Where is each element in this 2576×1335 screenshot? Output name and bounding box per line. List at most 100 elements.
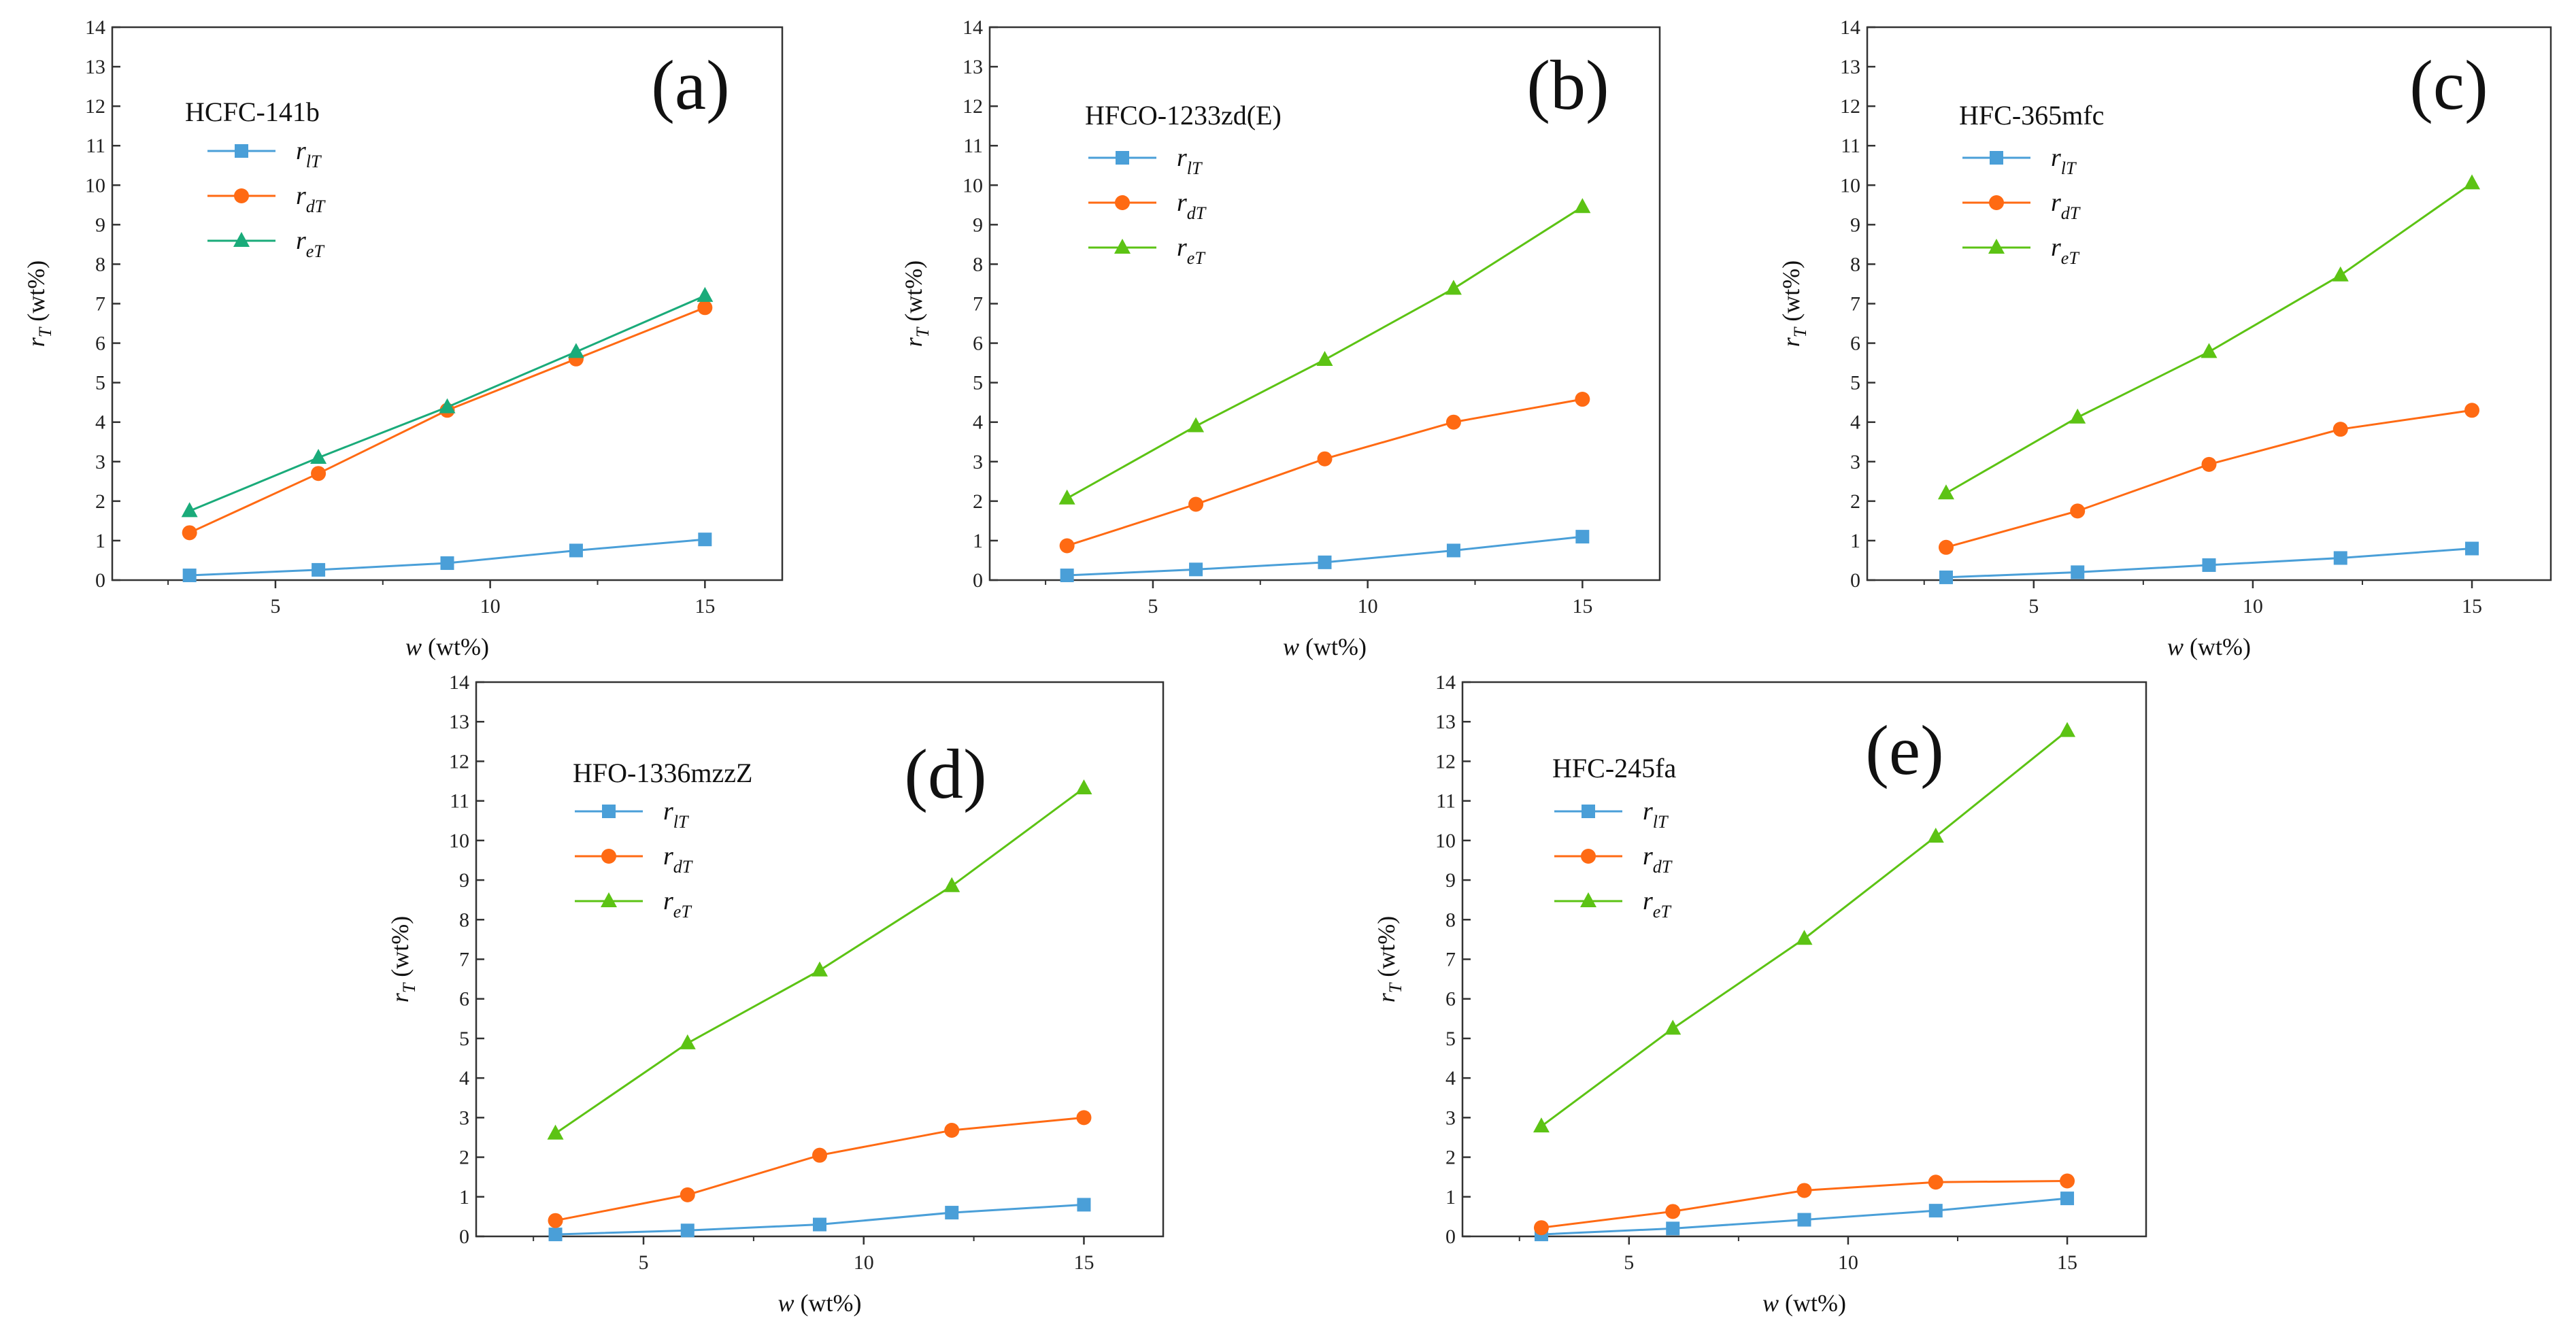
data-point (2060, 1173, 2075, 1189)
x-axis-label: w (wt%) (2167, 633, 2251, 660)
x-tick-label: 15 (1572, 595, 1592, 618)
legend-label-main: r (1643, 842, 1653, 871)
y-tick-label: 11 (450, 790, 469, 813)
data-point (698, 533, 712, 547)
data-point (2071, 565, 2085, 579)
x-axis-label-main: w (778, 1289, 794, 1317)
series-line (554, 787, 1085, 1134)
x-axis-label-main: w (405, 633, 422, 660)
data-point (1446, 543, 1460, 558)
legend-marker (234, 188, 249, 203)
y-tick-label: 9 (95, 214, 105, 236)
x-tick-label: 5 (270, 595, 280, 618)
data-point (312, 562, 326, 577)
series-line (1067, 398, 1583, 547)
refrigerant-label: HFCO-1233zd(E) (1085, 100, 1282, 131)
y-axis-label: rT (wt%) (22, 260, 55, 347)
legend-label-sub: eT (2061, 248, 2080, 268)
y-tick-label: 1 (1850, 530, 1860, 552)
data-point (1316, 350, 1333, 366)
data-point (1666, 1221, 1680, 1236)
legend-label-sub: eT (673, 902, 692, 922)
data-point (182, 525, 197, 541)
data-point (1076, 1110, 1092, 1126)
data-point (943, 877, 960, 892)
y-axis-label-unit: (wt%) (1777, 260, 1805, 328)
y-tick-label: 12 (1435, 750, 1456, 773)
y-tick-label: 1 (973, 530, 983, 552)
data-point (439, 398, 456, 413)
refrigerant-label: HFC-245fa (1552, 753, 1676, 783)
y-axis-label-sub: T (1790, 326, 1810, 337)
y-axis-label-sub: T (913, 326, 933, 337)
data-point (945, 1206, 959, 1220)
legend-marker (1582, 805, 1595, 818)
panel-letter: (b) (1526, 46, 1609, 124)
x-axis-label-unit: (wt%) (1299, 633, 1367, 660)
series-line (1945, 409, 2473, 549)
legend-label: reT (296, 226, 324, 261)
y-tick-label: 7 (1445, 949, 1456, 971)
x-tick-label: 15 (1073, 1251, 1094, 1274)
x-axis-label: w (wt%) (1762, 1289, 1846, 1317)
y-axis-label: rT (wt%) (1777, 260, 1810, 347)
panel-letter: (c) (2409, 46, 2488, 124)
data-point (697, 300, 713, 316)
x-tick-label: 10 (480, 595, 501, 618)
data-point (1574, 198, 1591, 214)
y-tick-label: 13 (963, 56, 983, 78)
y-tick-label: 0 (459, 1226, 469, 1248)
data-point (1796, 930, 1813, 945)
series-rlT (182, 533, 712, 583)
legend-label: rlT (296, 137, 322, 171)
data-point (181, 502, 198, 518)
series-reT (1937, 174, 2481, 500)
legend-label-main: r (663, 887, 673, 915)
y-tick-label: 14 (1840, 16, 1860, 39)
x-axis-label-main: w (1283, 633, 1299, 660)
y-tick-label: 5 (1850, 372, 1860, 394)
series-rlT (548, 1198, 1091, 1242)
data-point (1939, 570, 1953, 584)
y-tick-label: 12 (85, 95, 105, 118)
refrigerant-label: HFC-365mfc (1959, 100, 2104, 131)
data-point (1796, 1183, 1812, 1198)
y-tick-label: 4 (95, 411, 105, 434)
legend-label: reT (2051, 233, 2079, 268)
y-axis-label-main: r (1777, 337, 1805, 347)
y-tick-label: 12 (1840, 95, 1860, 118)
y-tick-label: 5 (1445, 1028, 1456, 1050)
x-tick-label: 15 (2462, 595, 2482, 618)
data-point (1575, 392, 1590, 407)
data-point (2465, 541, 2479, 556)
legend-label-sub: dT (2061, 203, 2081, 223)
x-axis-label-unit: (wt%) (422, 633, 489, 660)
legend-marker (602, 805, 616, 818)
x-tick-label: 10 (2243, 595, 2263, 618)
y-tick-label: 0 (1445, 1226, 1456, 1248)
y-tick-label: 10 (963, 174, 983, 197)
y-tick-label: 6 (459, 988, 469, 1011)
x-axis-label: w (wt%) (778, 1289, 862, 1317)
legend-label-sub: dT (1653, 857, 1673, 877)
y-tick-label: 0 (973, 569, 983, 592)
y-axis-label: rT (wt%) (900, 260, 933, 347)
data-point (812, 1147, 827, 1163)
y-tick-label: 10 (1435, 830, 1456, 852)
legend-label-main: r (296, 226, 306, 255)
x-axis-label-unit: (wt%) (794, 1289, 862, 1317)
y-tick-label: 11 (1436, 790, 1456, 813)
y-tick-label: 14 (85, 16, 105, 39)
data-point (1318, 555, 1332, 569)
y-axis-label-main: r (386, 992, 414, 1002)
data-point (1058, 489, 1075, 505)
y-tick-label: 12 (449, 750, 469, 773)
data-point (1797, 1213, 1811, 1227)
legend-marker (1581, 849, 1596, 864)
data-point (182, 569, 197, 583)
y-axis-label-main: r (1373, 992, 1400, 1002)
x-axis-label-unit: (wt%) (2184, 633, 2251, 660)
